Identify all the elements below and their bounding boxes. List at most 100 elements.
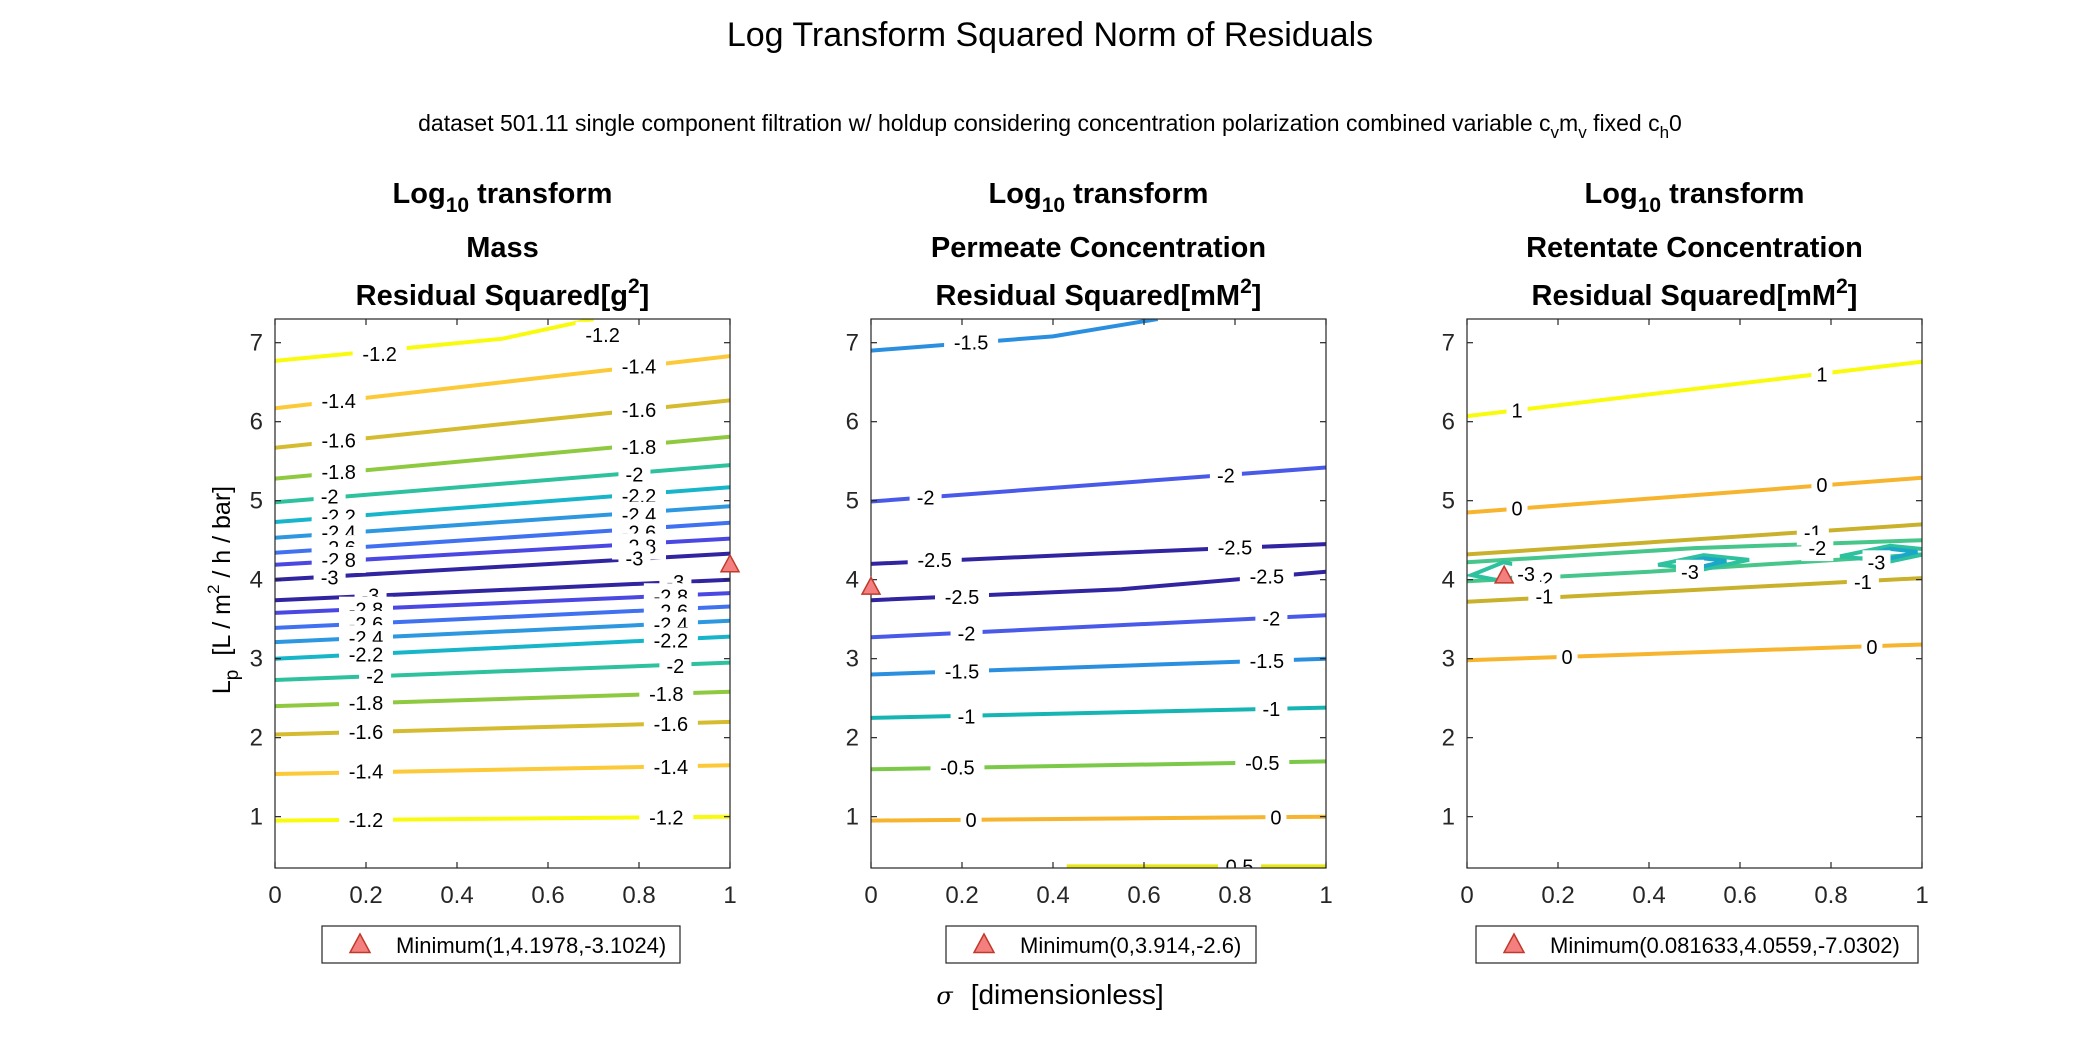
- contour-label: 0: [1562, 647, 1573, 669]
- x-tick-label: 0: [268, 882, 281, 909]
- contour-label-bg: [1235, 749, 1290, 776]
- contour-panel-2: Log10 transform Permeate Concentration Res…: [846, 178, 1333, 964]
- contour-label-bg: [950, 620, 983, 647]
- x-tick-label: 0: [864, 882, 877, 909]
- contour-label: -1.2: [649, 807, 683, 829]
- contour-label-bg: [643, 627, 698, 654]
- contour-label: -1.2: [585, 325, 619, 347]
- y-tick-label: 3: [1442, 646, 1455, 673]
- contour-label: -3: [1868, 552, 1886, 574]
- contour-label: -1.6: [622, 400, 656, 422]
- contour-label: -3: [321, 567, 339, 589]
- contour-label-bg: [1265, 804, 1287, 831]
- contour-label-bg: [930, 754, 985, 781]
- contour-label-bg: [618, 545, 651, 572]
- contour-label-bg: [1675, 559, 1704, 584]
- y-tick-label: 4: [250, 567, 263, 594]
- contour-label: 0: [966, 810, 977, 832]
- contour-label: -2.2: [349, 645, 383, 667]
- y-tick-label: 5: [250, 488, 263, 515]
- contour-label: -2.5: [917, 550, 951, 572]
- contour-label: -1: [1263, 699, 1281, 721]
- contour-label: -1.4: [321, 391, 355, 413]
- x-tick-label: 1: [723, 882, 736, 909]
- minimum-marker: [1493, 564, 1515, 584]
- contour-label-bg: [339, 806, 393, 833]
- contour-label: -3: [626, 548, 644, 570]
- contour-label: -2: [366, 666, 384, 688]
- panel-title-line1: Log10 transform: [393, 178, 613, 217]
- contour-line: [1467, 642, 1922, 663]
- contour-label-bg: [1811, 361, 1833, 388]
- contour-label: -2: [626, 465, 644, 487]
- contour-panel-3: Log10 transform Retentate Concentration Re…: [1442, 178, 1929, 964]
- contour-label-bg: [612, 433, 666, 460]
- contour-label: 1: [1816, 364, 1827, 386]
- contour-line: [1467, 522, 1922, 557]
- axes-box: [1466, 318, 1923, 869]
- contour-label: -3: [1517, 564, 1535, 586]
- legend-marker-icon: [348, 932, 372, 954]
- contour-label: -2: [321, 487, 339, 509]
- contour-label: -1.4: [622, 356, 656, 378]
- y-tick-label: 3: [250, 646, 263, 673]
- panel-title-line2: Retentate Concentration: [1526, 232, 1863, 264]
- contour-label: 0: [1816, 475, 1827, 497]
- contour-label: 0.5: [1226, 856, 1254, 878]
- panel-title-line2: Mass: [466, 232, 539, 264]
- y-tick-label: 4: [1442, 567, 1455, 594]
- y-tick-label: 2: [846, 725, 859, 752]
- contour-label: -1.6: [321, 431, 355, 453]
- contour-label-bg: [944, 329, 999, 356]
- contour-label: -1.6: [349, 722, 383, 744]
- contour-label: -3: [1681, 562, 1699, 584]
- contour-panel-1: Log10 transform Mass Residual Squared[g2] -…: [250, 178, 741, 964]
- y-tick-label: 6: [250, 409, 263, 436]
- minimum-marker: [719, 553, 741, 573]
- contour-label-bg: [612, 353, 666, 380]
- y-tick-label: 7: [250, 330, 263, 357]
- legend-box: [945, 925, 1257, 964]
- legend-box: [321, 925, 681, 964]
- contour-label-bg: [1556, 644, 1578, 671]
- contour-label-bg: [339, 689, 393, 716]
- x-tick-label: 0.2: [349, 882, 382, 909]
- y-tick-label: 6: [846, 409, 859, 436]
- contour-line: [275, 319, 594, 363]
- panel-title-line3: Residual Squared[mM2]: [936, 275, 1262, 312]
- contour-label-bg: [1811, 471, 1833, 498]
- x-tick-label: 0.8: [622, 882, 655, 909]
- contour-line: [871, 814, 1326, 823]
- contour-line: [1467, 538, 1922, 565]
- legend: Minimum(0.081633,4.0559,-7.0302): [1475, 925, 1919, 964]
- contour-label-bg: [1218, 853, 1262, 868]
- contour-label: 0: [1511, 499, 1522, 521]
- contour-label-bg: [639, 804, 694, 831]
- x-tick-label: 0.6: [1723, 882, 1756, 909]
- axes-box: [274, 318, 731, 869]
- y-tick-label: 3: [846, 646, 859, 673]
- y-tick-label: 5: [1442, 488, 1455, 515]
- figure-title: Log Transform Squared Norm of Residuals: [727, 16, 1373, 54]
- contour-label-bg: [1512, 562, 1541, 587]
- y-tick-label: 1: [1442, 804, 1455, 831]
- contour-label-bg: [339, 719, 393, 746]
- y-tick-label: 7: [1442, 330, 1455, 357]
- x-tick-label: 0.4: [1632, 882, 1665, 909]
- contour-label-bg: [1801, 535, 1834, 562]
- x-tick-label: 0.6: [1127, 882, 1160, 909]
- contour-label: -1.4: [654, 757, 688, 779]
- contour-label-bg: [359, 663, 392, 690]
- contour-label-bg: [643, 753, 698, 780]
- contour-line: [871, 319, 1159, 353]
- contour-label-bg: [935, 584, 989, 611]
- contour-label: -1.2: [349, 810, 383, 832]
- contour-label: -1.5: [1250, 651, 1284, 673]
- contour-label-bg: [311, 427, 366, 454]
- shared-x-axis-label: σ [dimensionless]: [936, 979, 1163, 1010]
- contour-line: [871, 465, 1326, 504]
- x-tick-label: 0: [1460, 882, 1473, 909]
- contour-label: -1.8: [321, 462, 355, 484]
- contour-label: -2: [917, 488, 935, 510]
